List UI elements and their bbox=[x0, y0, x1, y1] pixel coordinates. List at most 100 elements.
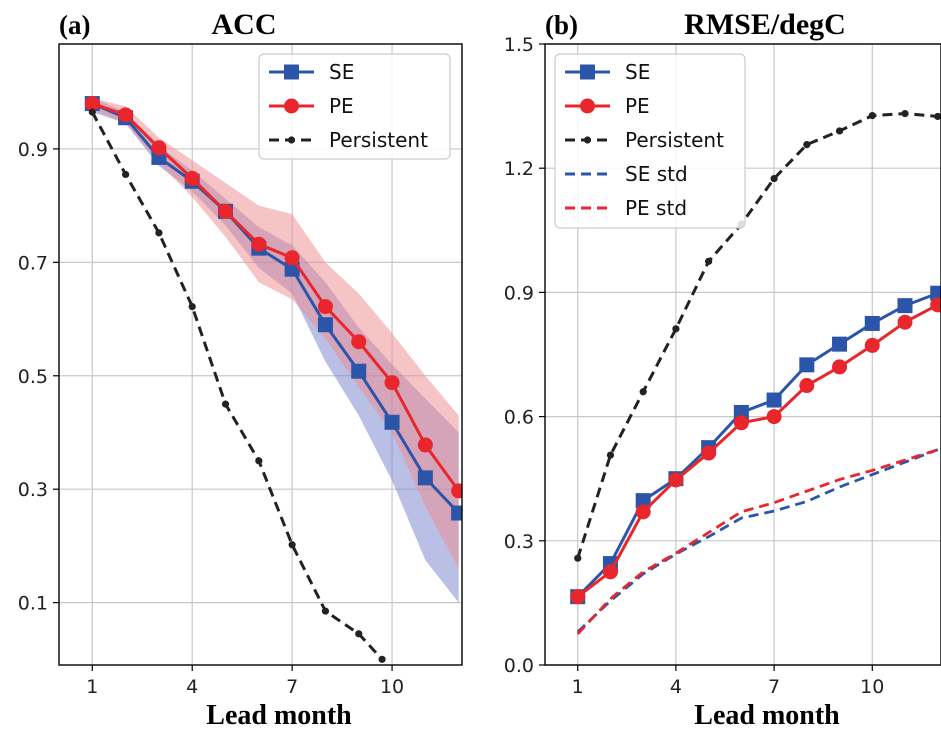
point-pe bbox=[570, 589, 586, 605]
y-tick-label: 1.5 bbox=[504, 34, 534, 56]
point-pe bbox=[284, 250, 300, 266]
point-persistent bbox=[122, 170, 130, 179]
legend-marker-pe bbox=[580, 98, 595, 114]
y-tick-label: 0.9 bbox=[18, 139, 48, 161]
point-persistent bbox=[901, 109, 909, 118]
point-pe bbox=[451, 483, 462, 499]
series-line-persistent bbox=[576, 112, 938, 559]
point-persistent bbox=[321, 607, 330, 615]
x-tick-label: 10 bbox=[860, 676, 884, 698]
legend-marker-persistent bbox=[287, 136, 296, 144]
x-tick-label: 10 bbox=[380, 676, 404, 698]
x-tick-label: 7 bbox=[286, 676, 298, 698]
y-tick-label: 0.6 bbox=[504, 407, 534, 429]
band-se bbox=[92, 97, 459, 603]
y-tick-label: 0.7 bbox=[18, 252, 48, 274]
x-axis-label: Lead month bbox=[206, 700, 352, 729]
point-persistent bbox=[255, 457, 263, 465]
point-pe bbox=[766, 409, 782, 425]
point-se bbox=[733, 404, 749, 420]
point-pe bbox=[668, 472, 684, 488]
legend-marker-persistent bbox=[583, 136, 592, 144]
point-persistent bbox=[355, 630, 363, 638]
legend-label-se-std: SE std bbox=[625, 162, 688, 186]
band-pe bbox=[92, 97, 459, 569]
point-persistent bbox=[288, 541, 296, 549]
axes-frame bbox=[544, 43, 941, 666]
y-tick-label: 0.3 bbox=[18, 479, 48, 501]
point-persistent bbox=[868, 112, 876, 120]
axes-frame bbox=[58, 43, 463, 666]
point-pe bbox=[317, 299, 333, 315]
legend-label-persistent: Persistent bbox=[625, 128, 724, 152]
y-tick-label: 0.3 bbox=[504, 531, 534, 553]
point-pe bbox=[84, 96, 100, 112]
point-pe bbox=[384, 375, 400, 391]
x-tick-label: 7 bbox=[768, 676, 780, 698]
legend-label-pe-std: PE std bbox=[625, 196, 687, 220]
point-se bbox=[317, 317, 333, 333]
point-persistent bbox=[835, 127, 844, 135]
point-pe bbox=[602, 564, 618, 580]
panel-tag: (a) bbox=[59, 10, 90, 40]
point-se bbox=[799, 357, 815, 373]
legend: SE PE Persistent SE std PE std bbox=[554, 53, 746, 229]
point-pe bbox=[733, 415, 749, 431]
point-persistent bbox=[378, 655, 386, 663]
point-pe bbox=[184, 170, 200, 186]
point-se bbox=[766, 392, 782, 408]
x-tick-label: 1 bbox=[572, 676, 584, 698]
point-se bbox=[351, 363, 367, 379]
x-axis-label: Lead month bbox=[694, 700, 840, 729]
point-pe bbox=[832, 359, 848, 375]
legend-label-pe: PE bbox=[329, 94, 354, 118]
point-se bbox=[930, 285, 941, 301]
legend-marker-pe bbox=[284, 98, 299, 114]
y-tick-label: 0.9 bbox=[504, 282, 534, 304]
point-persistent bbox=[88, 108, 96, 116]
panel-tag: (b) bbox=[545, 10, 578, 40]
legend-label-se: SE bbox=[625, 60, 650, 84]
point-persistent bbox=[574, 554, 582, 562]
panel-acc: 1 4 7 10 0.1 0.3 0.5 0.7 0.9 (a) ACC Lead month SE PE… bbox=[18, 8, 463, 729]
point-persistent bbox=[188, 302, 196, 311]
x-tick-label: 1 bbox=[86, 676, 98, 698]
point-persistent bbox=[639, 388, 647, 396]
legend: SE PE Persistent bbox=[258, 53, 451, 160]
point-persistent bbox=[770, 174, 778, 183]
point-persistent bbox=[705, 257, 713, 265]
legend-label-se: SE bbox=[329, 60, 354, 84]
point-persistent bbox=[672, 325, 680, 333]
point-pe bbox=[864, 337, 880, 353]
y-tick-label: 0.1 bbox=[18, 593, 48, 615]
point-pe bbox=[897, 314, 913, 330]
point-pe bbox=[118, 107, 134, 123]
series-line-pe-std bbox=[576, 448, 939, 635]
point-persistent bbox=[221, 400, 230, 408]
point-pe bbox=[251, 236, 267, 252]
point-pe bbox=[930, 297, 941, 313]
point-persistent bbox=[155, 229, 163, 237]
point-se bbox=[384, 414, 400, 430]
point-se bbox=[451, 505, 462, 521]
series-line-pe bbox=[91, 102, 460, 492]
point-se bbox=[832, 336, 848, 352]
point-persistent bbox=[934, 112, 941, 121]
x-tick-label: 4 bbox=[670, 676, 682, 698]
point-se bbox=[864, 315, 880, 331]
legend-label-pe: PE bbox=[625, 94, 650, 118]
point-persistent bbox=[606, 451, 615, 459]
legend-box bbox=[554, 53, 746, 229]
legend-box bbox=[258, 53, 451, 160]
x-tick-label: 4 bbox=[186, 676, 198, 698]
point-se bbox=[417, 470, 433, 486]
point-pe bbox=[799, 378, 815, 394]
point-pe bbox=[218, 203, 234, 219]
point-pe bbox=[151, 140, 167, 156]
y-tick-label: 0.5 bbox=[18, 366, 48, 388]
legend-label-persistent: Persistent bbox=[329, 128, 428, 152]
y-tick-label: 1.2 bbox=[504, 158, 534, 180]
point-se bbox=[635, 493, 651, 509]
point-pe bbox=[417, 437, 433, 453]
